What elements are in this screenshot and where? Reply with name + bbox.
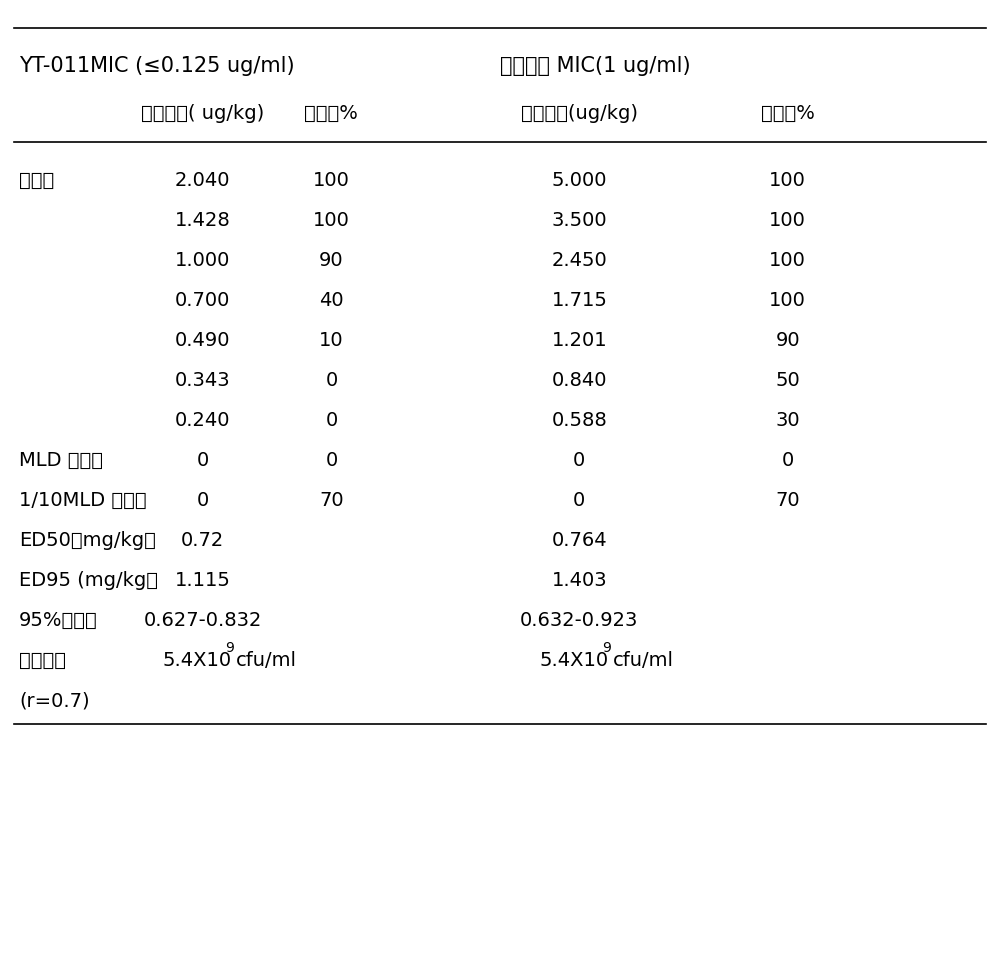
Text: 2.450: 2.450: [551, 251, 607, 270]
Text: 10: 10: [319, 331, 344, 350]
Text: 0.632-0.923: 0.632-0.923: [520, 611, 639, 630]
Text: 给药剂量(ug/kg): 给药剂量(ug/kg): [521, 104, 638, 123]
Text: 40: 40: [319, 291, 344, 310]
Text: 0.700: 0.700: [175, 291, 230, 310]
Text: 100: 100: [313, 210, 350, 230]
Text: 1.715: 1.715: [551, 291, 607, 310]
Text: 70: 70: [775, 491, 800, 510]
Text: 1.000: 1.000: [175, 251, 230, 270]
Text: 100: 100: [769, 251, 806, 270]
Text: cfu/ml: cfu/ml: [613, 651, 674, 670]
Text: 0: 0: [573, 451, 585, 470]
Text: 1.428: 1.428: [175, 210, 230, 230]
Text: 0: 0: [325, 451, 338, 470]
Text: 95%可信限: 95%可信限: [19, 611, 98, 630]
Text: 治疗组: 治疗组: [19, 171, 54, 190]
Text: 0.627-0.832: 0.627-0.832: [143, 611, 262, 630]
Text: ED95 (mg/kg）: ED95 (mg/kg）: [19, 571, 158, 590]
Text: 5.4X10: 5.4X10: [163, 651, 232, 670]
Text: 0: 0: [325, 411, 338, 430]
Text: 5.4X10: 5.4X10: [540, 651, 609, 670]
Text: 1.201: 1.201: [552, 331, 607, 350]
Text: 100: 100: [769, 210, 806, 230]
Text: cfu/ml: cfu/ml: [236, 651, 297, 670]
Text: 30: 30: [775, 411, 800, 430]
Text: MLD 对照组: MLD 对照组: [19, 451, 103, 470]
Text: 1/10MLD 对照组: 1/10MLD 对照组: [19, 491, 147, 510]
Text: 0.588: 0.588: [551, 411, 607, 430]
Text: 1.115: 1.115: [175, 571, 230, 590]
Text: 9: 9: [225, 641, 234, 655]
Text: 3.500: 3.500: [552, 210, 607, 230]
Text: 90: 90: [775, 331, 800, 350]
Text: 0: 0: [325, 371, 338, 390]
Text: 0.490: 0.490: [175, 331, 230, 350]
Text: 0: 0: [781, 451, 794, 470]
Text: 存活率%: 存活率%: [304, 104, 358, 123]
Text: 0: 0: [196, 451, 209, 470]
Text: 0.240: 0.240: [175, 411, 230, 430]
Text: YT-011MIC (≤0.125 ug/ml): YT-011MIC (≤0.125 ug/ml): [19, 56, 295, 76]
Text: 0.764: 0.764: [552, 531, 607, 550]
Text: 90: 90: [319, 251, 344, 270]
Text: 给药剂量( ug/kg): 给药剂量( ug/kg): [141, 104, 264, 123]
Text: 0.343: 0.343: [175, 371, 230, 390]
Text: 100: 100: [313, 171, 350, 190]
Text: ED50（mg/kg）: ED50（mg/kg）: [19, 531, 156, 550]
Text: 70: 70: [319, 491, 344, 510]
Text: 0: 0: [196, 491, 209, 510]
Text: 感染菌量: 感染菌量: [19, 651, 66, 670]
Text: 0.72: 0.72: [181, 531, 224, 550]
Text: 5.000: 5.000: [552, 171, 607, 190]
Text: 100: 100: [769, 171, 806, 190]
Text: 万古霉素 MIC(1 ug/ml): 万古霉素 MIC(1 ug/ml): [500, 56, 691, 76]
Text: 1.403: 1.403: [552, 571, 607, 590]
Text: 50: 50: [775, 371, 800, 390]
Text: 0: 0: [573, 491, 585, 510]
Text: 2.040: 2.040: [175, 171, 230, 190]
Text: 100: 100: [769, 291, 806, 310]
Text: 0.840: 0.840: [552, 371, 607, 390]
Text: 存活率%: 存活率%: [761, 104, 815, 123]
Text: (r=0.7): (r=0.7): [19, 691, 90, 710]
Text: 9: 9: [602, 641, 611, 655]
